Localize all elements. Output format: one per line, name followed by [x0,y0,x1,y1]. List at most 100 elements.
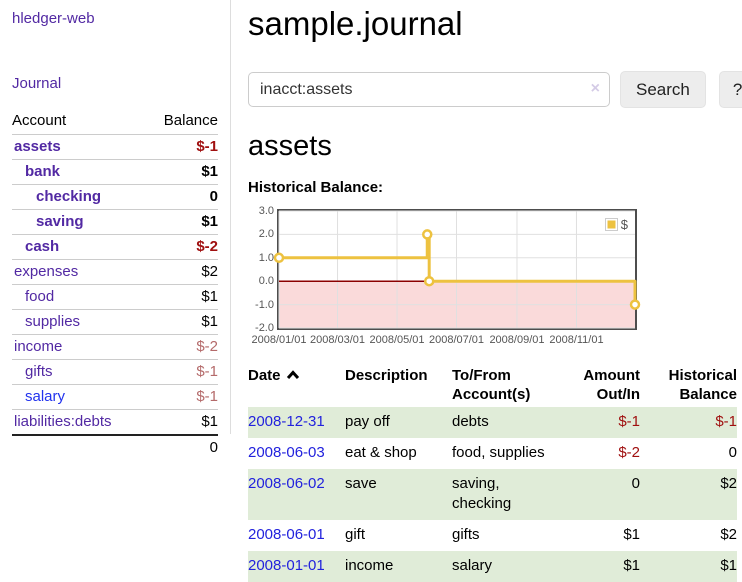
x-axis-tick-label: 2008/05/01 [369,334,425,346]
account-link[interactable]: cash [25,238,60,255]
transaction-balance: $2 [720,475,737,492]
account-link[interactable]: bank [25,163,61,180]
account-link[interactable]: gifts [25,363,53,380]
header-line2: Balance [679,386,737,403]
account-row: income $-2 [12,334,218,360]
register-row: 2008-06-02 save saving, checking 0 $2 [248,469,737,520]
transaction-date-link[interactable]: 2008-06-03 [248,444,325,461]
balance-column-header: Balance [163,112,218,129]
transaction-date-link[interactable]: 2008-12-31 [248,413,325,430]
account-link[interactable]: assets [14,138,61,155]
account-link[interactable]: supplies [25,313,81,330]
series-legend-label: $ [620,217,628,232]
account-link[interactable]: saving [36,213,84,230]
x-axis-tick-label: 2008/01/01 [251,334,307,346]
account-name-cell: income [12,335,145,360]
transaction-accounts: food, supplies [452,444,545,461]
account-column-header: Account [12,112,67,129]
historical-balance-chart: $ 3.0 2.0 1.0 0.0 -1.0 -2.0 2008/01/01 2008/03/… [248,205,737,348]
register-row: 2008-12-31 pay off debts $-1 $-1 [248,407,737,438]
main-content: sample.journal × Search ? assets Histori… [248,0,742,582]
transaction-date-cell: 2008-01-01 [248,551,345,582]
y-axis-tick-label: 2.0 [258,228,274,241]
account-row: supplies $1 [12,309,218,335]
transaction-amount: $1 [623,557,640,574]
register-column-header-date[interactable]: Date [248,364,345,407]
account-link[interactable]: liabilities:debts [14,413,112,430]
account-balance: $2 [201,263,218,280]
header-line1: To/From [452,367,511,384]
register-row: 2008-06-03 eat & shop food, supplies $-2 0 [248,438,737,469]
account-name-cell: checking [12,185,145,210]
account-name-cell: supplies [12,310,145,335]
search-button[interactable]: Search [620,71,706,108]
accounts-table: Account Balance assets $-1 bank $1 checking 0… [12,108,218,460]
help-button[interactable]: ? [718,71,742,108]
account-name-cell: salary [12,385,145,410]
x-axis-tick-label: 2008/11/01 [549,334,604,346]
search-input[interactable] [248,72,610,107]
account-link[interactable]: salary [25,388,66,405]
chart-legend: $ [602,216,630,233]
account-balance: $-1 [196,388,218,405]
transaction-date-cell: 2008-06-01 [248,520,345,551]
account-name-cell: saving [12,210,145,235]
account-balance: $1 [201,313,218,330]
account-row: bank $1 [12,159,218,185]
account-row: checking 0 [12,184,218,210]
transaction-description: pay off [345,413,390,430]
series-swatch-icon [604,218,618,231]
transaction-date-link[interactable]: 2008-06-02 [248,475,325,492]
account-balance: $-2 [196,338,218,355]
transaction-balance: $2 [720,526,737,543]
y-axis-tick-label: 3.0 [258,205,274,217]
account-balance: $1 [201,163,218,180]
transaction-amount: $1 [623,526,640,543]
account-link[interactable]: expenses [14,263,79,280]
account-name-cell: bank [12,160,145,185]
account-balance: $-1 [196,138,218,155]
account-heading: assets [248,130,332,162]
account-name-cell: liabilities:debts [12,410,145,436]
header-line1: Description [345,367,428,384]
transaction-description: income [345,557,394,574]
header-line2: Account(s) [452,386,531,403]
y-axis-tick-label: -2.0 [255,322,274,334]
account-name-cell: food [12,285,145,310]
y-axis-tick-label: -1.0 [255,298,274,311]
transaction-accounts: gifts [452,526,480,543]
transaction-date-link[interactable]: 2008-01-01 [248,557,325,574]
register-table: Date Description To/From Account(s) Amount Ou… [248,364,737,582]
transaction-amount: $-2 [618,444,640,461]
transaction-description: save [345,475,377,492]
x-axis-tick-label: 2008/07/01 [428,334,485,346]
header-line1: Date [248,366,345,385]
account-balance: $-1 [196,363,218,380]
transaction-date-cell: 2008-12-31 [248,407,345,438]
app-brand-link[interactable]: hledger-web [12,10,95,27]
register-column-header-historical: Historical Balance [640,364,737,407]
accounts-header-row: Account Balance [12,108,218,135]
sidebar: hledger-web Journal Account Balance asse… [0,0,231,456]
transaction-amount: $-1 [618,413,640,430]
account-link[interactable]: income [14,338,63,355]
transaction-accounts: debts [452,413,489,430]
sidebar-item-journal[interactable]: Journal [12,75,62,92]
sort-ascending-icon [286,370,299,380]
transaction-description: gift [345,526,366,543]
clear-search-icon[interactable]: × [590,80,600,97]
y-axis-tick-label: 0.0 [258,275,274,288]
account-row: gifts $-1 [12,359,218,385]
chart-canvas [273,210,641,329]
transaction-date-cell: 2008-06-02 [248,469,345,520]
transaction-date-link[interactable]: 2008-06-01 [248,526,325,543]
account-row: saving $1 [12,209,218,235]
register-column-header-description: Description [345,364,452,407]
account-name-cell: gifts [12,360,145,385]
total-spacer [12,435,145,460]
search-input-wrapper: × [248,72,610,107]
account-link[interactable]: food [25,288,55,305]
account-link[interactable]: checking [36,188,102,205]
search-form: × Search ? [248,71,742,108]
account-balance: $1 [201,413,218,430]
